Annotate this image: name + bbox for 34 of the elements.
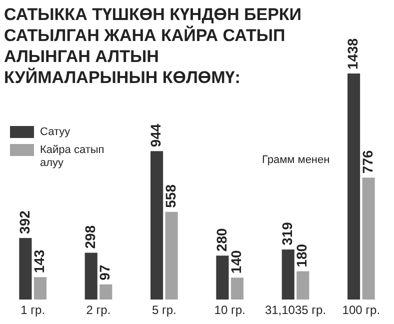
data-label: 298: [82, 225, 98, 249]
x-tick-label: 100 гр.: [342, 303, 380, 318]
data-label: 776: [359, 150, 376, 174]
bar: [165, 212, 178, 300]
annotation: Грамм менен: [262, 154, 330, 166]
data-label: 392: [16, 210, 32, 234]
bar: [84, 252, 98, 300]
x-tick-label: 2 гр.: [86, 303, 111, 318]
legend-label: Сатуу: [40, 126, 72, 139]
data-label: 143: [31, 250, 48, 274]
bar: [296, 271, 310, 300]
chart-title: САТЫККА ТҮШКӨН КҮНДӨН БЕРКИ САТЫЛГАН ЖАНА КАЙРА САТЫП АЛЫНГАН АЛТЫН КУЙМАЛАРЫНЫН КӨЛӨМҮ:: [4, 4, 303, 88]
bar: [150, 151, 164, 300]
x-tick-label: 5 гр.: [152, 303, 176, 318]
data-label: 280: [213, 228, 230, 252]
bar: [230, 278, 244, 300]
x-tick-label: 1 гр.: [20, 303, 46, 318]
bar: [282, 249, 294, 300]
bar: [19, 238, 32, 300]
legend-label: Кайра сатып алуу: [40, 144, 106, 170]
x-tick-label: 31,1035 гр.: [264, 303, 326, 318]
bar: [362, 178, 375, 300]
data-label: 180: [294, 244, 310, 268]
data-label: 319: [278, 222, 295, 246]
data-label: 944: [148, 124, 164, 148]
data-label: 140: [228, 250, 244, 274]
bar: [348, 73, 360, 300]
bar: [34, 277, 46, 300]
bar: [100, 284, 112, 300]
bar: [216, 256, 229, 300]
data-label: 558: [162, 184, 178, 208]
data-label: 1438: [344, 38, 361, 70]
x-tick-label: 10 гр.: [214, 303, 246, 318]
data-label: 97: [96, 264, 113, 280]
